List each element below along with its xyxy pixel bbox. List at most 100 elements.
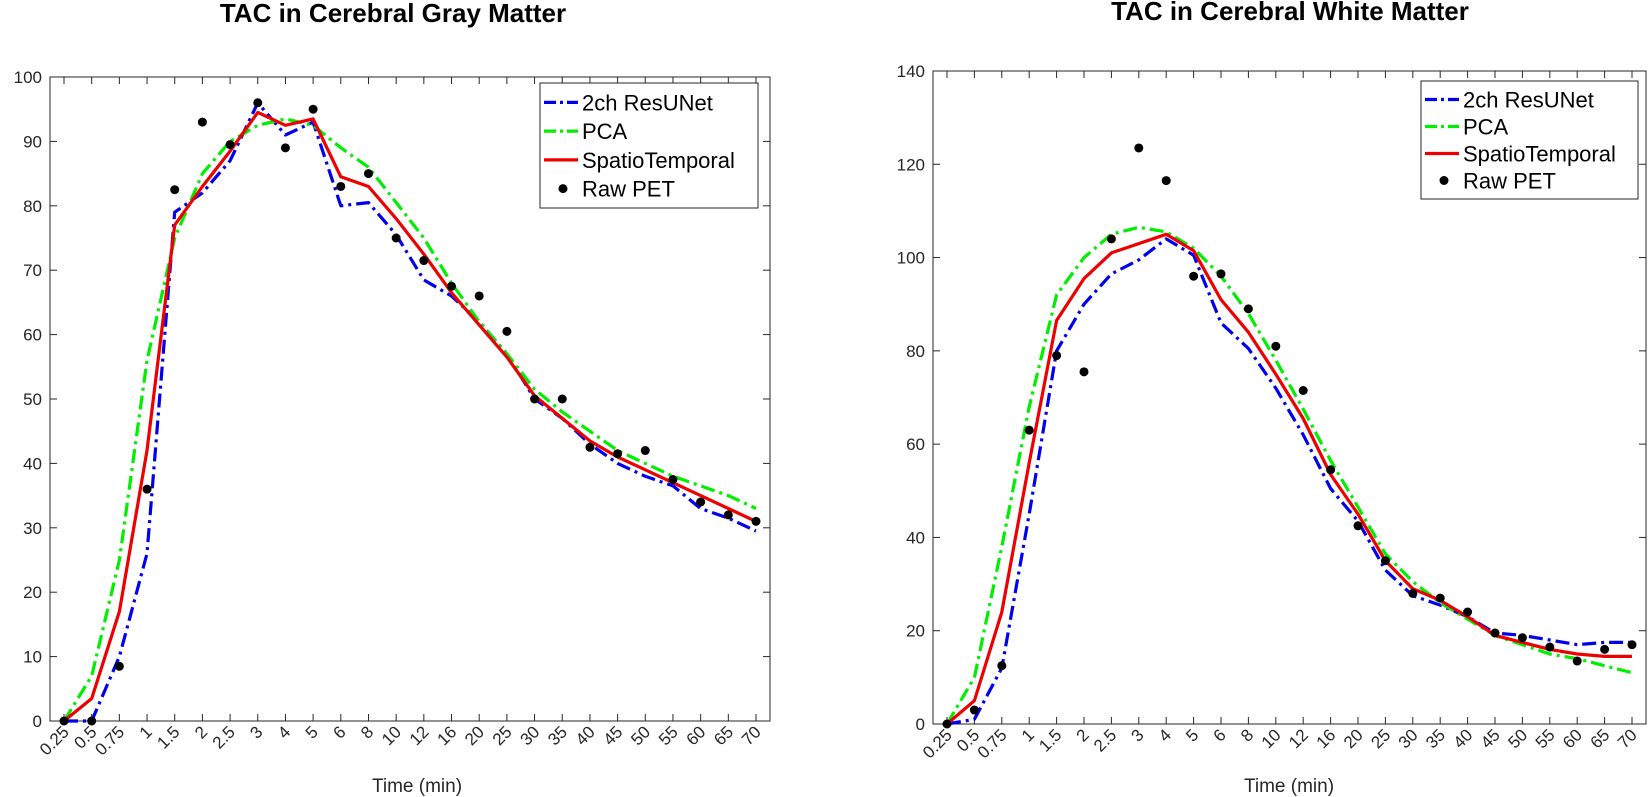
series-line-spatiotemporal	[945, 232, 1632, 726]
y-tick-label: 100	[897, 249, 925, 268]
x-tick-label: 45	[600, 722, 627, 749]
y-tick-label: 60	[23, 326, 42, 345]
legend-marker-raw-pet	[1439, 176, 1449, 185]
data-point-raw-pet	[1545, 642, 1555, 652]
data-point-raw-pet	[1106, 234, 1116, 244]
x-tick-label: 12	[406, 722, 433, 749]
y-tick-label: 90	[23, 132, 42, 151]
data-point-raw-pet	[87, 716, 97, 726]
y-tick-label: 0	[916, 715, 925, 734]
x-tick-label: 5	[302, 722, 322, 742]
data-point-raw-pet	[1435, 593, 1445, 603]
data-point-raw-pet	[1216, 269, 1226, 279]
y-tick-label: 80	[23, 197, 42, 216]
x-tick-label: 16	[434, 722, 461, 749]
data-point-raw-pet	[280, 143, 290, 153]
data-point-raw-pet	[1380, 556, 1390, 566]
series-line-2ch-resunet	[946, 237, 1632, 726]
y-tick-label: 20	[906, 622, 925, 641]
data-point-raw-pet	[751, 516, 761, 526]
x-tick-label: 30	[1395, 725, 1422, 752]
y-tick-label: 120	[897, 155, 925, 174]
data-point-raw-pet	[1463, 607, 1473, 617]
y-tick-label: 20	[23, 583, 42, 602]
data-point-raw-pet	[447, 281, 457, 291]
legend-label: SpatioTemporal	[1463, 142, 1616, 167]
x-tick-label: 4	[1155, 725, 1175, 745]
x-tick-label: 30	[517, 722, 544, 749]
data-point-raw-pet	[474, 291, 484, 301]
data-point-raw-pet	[613, 449, 623, 459]
y-tick-label: 100	[14, 68, 42, 87]
x-tick-label: 55	[1532, 725, 1559, 752]
data-point-raw-pet	[1326, 465, 1336, 475]
x-tick-label: 10	[1258, 725, 1285, 752]
y-tick-label: 40	[23, 454, 42, 473]
data-point-raw-pet	[585, 442, 595, 452]
x-tick-label: 20	[1340, 725, 1367, 752]
data-point-raw-pet	[1024, 425, 1034, 435]
data-point-raw-pet	[1627, 640, 1637, 650]
data-point-raw-pet	[253, 98, 263, 108]
data-point-raw-pet	[1161, 176, 1171, 186]
x-tick-label: 4	[274, 722, 294, 742]
data-point-raw-pet	[391, 233, 401, 243]
x-axis-label-white-matter: Time (min)	[1244, 776, 1334, 797]
y-tick-label: 60	[906, 435, 925, 454]
data-point-raw-pet	[1600, 644, 1610, 654]
data-point-raw-pet	[1243, 304, 1253, 314]
legend-label: Raw PET	[582, 177, 675, 202]
data-point-raw-pet	[557, 394, 567, 404]
legend-label: 2ch ResUNet	[1463, 88, 1594, 113]
x-tick-label: 60	[1559, 725, 1586, 752]
legend-label: SpatioTemporal	[582, 148, 735, 173]
x-tick-label: 20	[461, 722, 488, 749]
x-tick-label: 3	[1127, 725, 1147, 745]
data-point-raw-pet	[59, 716, 69, 726]
x-tick-label: 70	[1614, 725, 1641, 752]
data-point-raw-pet	[1134, 143, 1144, 153]
chart-title-white-matter: TAC in Cerebral White Matter	[1111, 0, 1469, 26]
data-point-raw-pet	[225, 140, 235, 150]
x-tick-label: 45	[1477, 725, 1504, 752]
data-point-raw-pet	[1271, 341, 1281, 351]
x-tick-label: 6	[329, 722, 349, 742]
legend-label: 2ch ResUNet	[582, 90, 713, 115]
y-tick-label: 70	[23, 261, 42, 280]
data-point-raw-pet	[942, 719, 952, 729]
x-tick-label: 2.5	[209, 722, 239, 752]
x-tick-label: 0.75	[91, 722, 128, 759]
x-tick-label: 1.5	[1035, 725, 1065, 755]
data-point-raw-pet	[1517, 633, 1527, 643]
x-tick-label: 2.5	[1090, 725, 1120, 755]
x-tick-label: 50	[627, 722, 654, 749]
x-tick-label: 1.5	[153, 722, 183, 752]
x-axis-label-gray-matter: Time (min)	[372, 776, 462, 797]
legend-marker-raw-pet	[558, 184, 568, 194]
legend-label: PCA	[1463, 115, 1509, 140]
x-tick-label: 40	[572, 722, 599, 749]
data-point-raw-pet	[197, 117, 207, 127]
x-tick-label: 35	[544, 722, 571, 749]
data-point-raw-pet	[997, 661, 1007, 671]
x-tick-label: 8	[357, 722, 377, 742]
data-point-raw-pet	[640, 446, 650, 456]
legend-label: Raw PET	[1463, 169, 1556, 194]
x-tick-label: 5	[1182, 725, 1202, 745]
x-tick-label: 12	[1285, 725, 1312, 752]
data-point-raw-pet	[1408, 588, 1418, 598]
x-tick-label: 35	[1422, 725, 1449, 752]
data-point-raw-pet	[142, 484, 152, 494]
y-tick-label: 40	[906, 528, 925, 547]
data-point-raw-pet	[170, 185, 180, 195]
data-point-raw-pet	[308, 104, 318, 114]
x-tick-label: 55	[655, 722, 682, 749]
data-point-raw-pet	[530, 394, 540, 404]
series-line-2ch-resunet	[64, 101, 757, 723]
data-point-raw-pet	[1490, 628, 1500, 638]
x-tick-label: 60	[683, 722, 710, 749]
x-tick-label: 65	[1587, 725, 1614, 752]
x-tick-label: 0.75	[974, 725, 1011, 762]
